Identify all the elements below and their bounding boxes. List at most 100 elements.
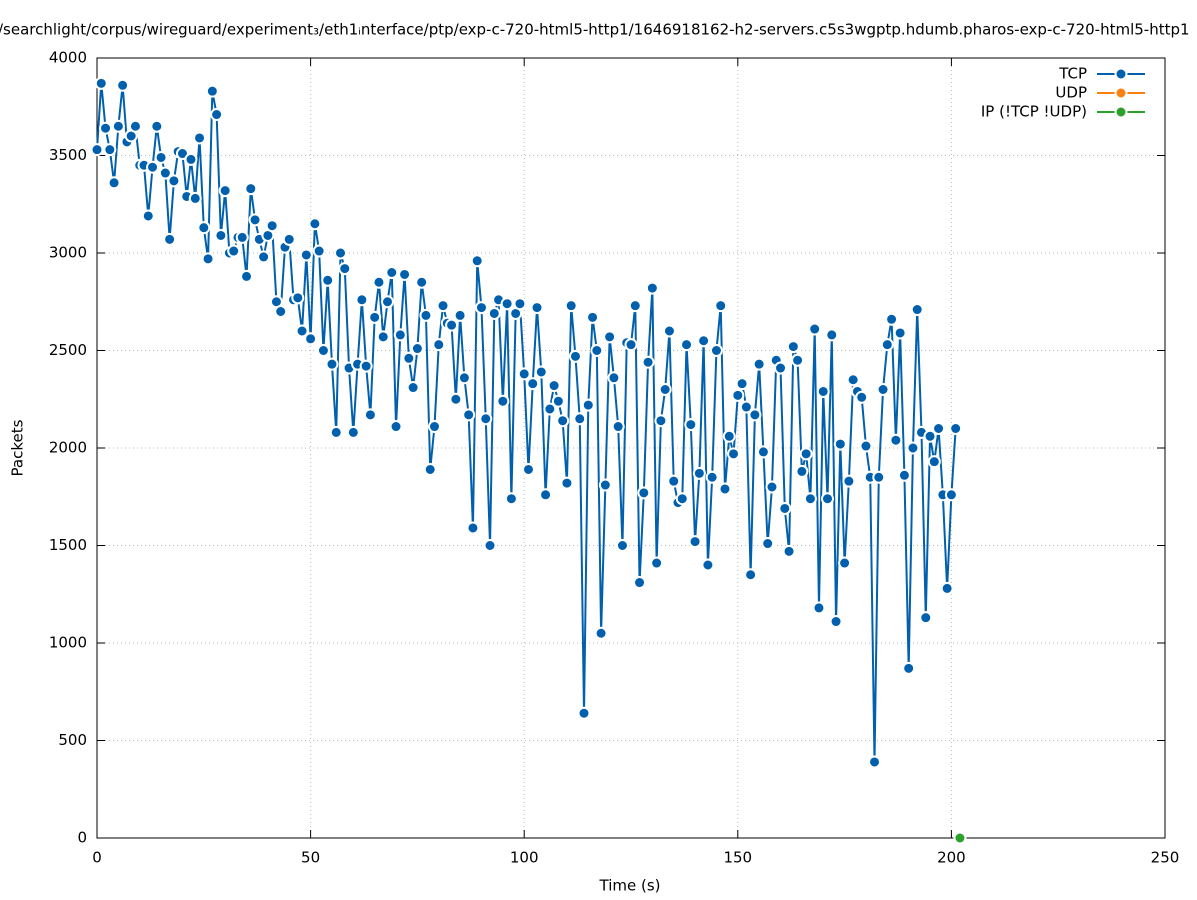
- data-point: [842, 474, 856, 488]
- data-point: [564, 299, 578, 313]
- data-point: [295, 324, 309, 338]
- data-point: [782, 544, 796, 558]
- data-point: [846, 373, 860, 387]
- y-tick-label: 3000: [49, 244, 87, 262]
- data-point: [539, 488, 553, 502]
- data-point: [487, 306, 501, 320]
- data-point: [128, 119, 142, 133]
- data-point: [99, 121, 113, 135]
- data-point: [880, 338, 894, 352]
- data-point: [752, 357, 766, 371]
- data-point: [432, 338, 446, 352]
- data-point: [363, 408, 377, 422]
- data-point: [795, 464, 809, 478]
- data-point: [338, 262, 352, 276]
- data-point: [474, 301, 488, 315]
- data-point: [175, 147, 189, 161]
- legend-label: UDP: [1055, 84, 1087, 102]
- data-point: [645, 281, 659, 295]
- data-point: [889, 433, 903, 447]
- data-point: [521, 462, 535, 476]
- data-point: [658, 383, 672, 396]
- data-point: [547, 379, 561, 393]
- x-tick-label: 200: [937, 849, 966, 867]
- data-point: [897, 468, 911, 482]
- data-point: [556, 414, 570, 428]
- data-point: [325, 357, 339, 371]
- data-point: [718, 482, 732, 496]
- data-point: [765, 480, 779, 494]
- data-point: [167, 174, 181, 188]
- data-point: [825, 328, 839, 342]
- data-point: [953, 831, 967, 845]
- legend-label: TCP: [1058, 65, 1087, 83]
- data-point: [885, 312, 899, 326]
- data-point: [248, 213, 262, 227]
- data-point: [188, 191, 202, 205]
- data-point: [111, 119, 125, 133]
- data-point: [462, 408, 476, 422]
- data-point: [607, 371, 621, 385]
- data-point: [235, 230, 249, 244]
- data-point: [355, 293, 369, 307]
- data-point: [731, 388, 745, 402]
- data-point: [274, 305, 288, 318]
- data-point: [821, 492, 835, 506]
- x-tick-label: 0: [92, 849, 102, 867]
- data-point: [949, 422, 963, 435]
- data-point: [624, 338, 638, 352]
- data-point: [116, 78, 130, 92]
- data-point: [94, 76, 108, 90]
- data-point: [739, 400, 753, 414]
- data-point: [812, 601, 826, 615]
- data-point: [893, 326, 907, 340]
- data-point: [692, 466, 706, 480]
- x-tick-label: 100: [510, 849, 539, 867]
- data-point: [581, 398, 595, 412]
- data-point: [436, 299, 450, 313]
- data-point: [304, 332, 318, 346]
- data-point: [662, 324, 676, 338]
- data-point: [385, 266, 399, 279]
- data-point: [154, 150, 168, 164]
- data-point: [530, 301, 544, 315]
- data-point: [799, 447, 813, 461]
- legend-label: IP (!TCP !UDP): [981, 103, 1087, 121]
- data-point: [380, 295, 394, 309]
- data-point: [761, 537, 775, 551]
- data-point: [633, 576, 647, 590]
- data-point: [577, 706, 591, 720]
- data-point: [150, 119, 164, 133]
- data-point: [615, 539, 629, 552]
- legend-marker: [1114, 105, 1128, 119]
- data-point: [697, 334, 711, 348]
- data-point: [389, 420, 403, 434]
- data-point: [654, 414, 668, 428]
- data-point: [876, 383, 890, 396]
- data-point: [308, 217, 322, 231]
- data-point: [214, 228, 228, 242]
- data-point: [449, 392, 463, 406]
- data-point: [227, 244, 241, 258]
- data-point: [500, 297, 514, 311]
- data-point: [479, 412, 493, 426]
- data-point: [637, 486, 651, 500]
- data-point: [321, 273, 335, 287]
- chart-title: /searchlight/corpus/wireguard/experiment…: [0, 21, 1190, 39]
- data-point: [940, 581, 954, 595]
- data-point: [334, 246, 348, 260]
- data-point: [427, 420, 441, 434]
- x-tick-label: 250: [1151, 849, 1180, 867]
- data-point: [158, 166, 172, 180]
- data-point: [868, 755, 882, 769]
- data-point: [808, 322, 822, 336]
- data-point: [714, 299, 728, 313]
- legend-marker: [1114, 86, 1128, 100]
- y-tick-label: 4000: [49, 49, 87, 67]
- data-point: [210, 108, 224, 122]
- data-point: [90, 143, 104, 157]
- data-point: [927, 455, 941, 469]
- y-tick-label: 500: [58, 731, 87, 749]
- data-point: [184, 152, 198, 166]
- data-point: [257, 250, 271, 264]
